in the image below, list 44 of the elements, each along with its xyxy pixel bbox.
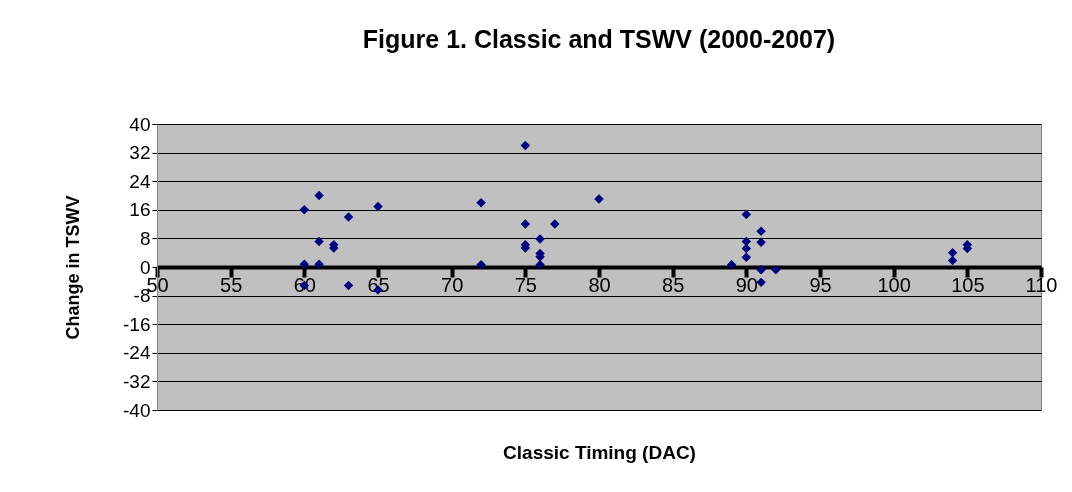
point xyxy=(550,219,560,229)
point xyxy=(520,219,531,229)
x-tick-label: 55 xyxy=(220,273,243,296)
x-tick-label: 110 xyxy=(1025,273,1058,296)
point xyxy=(771,265,781,275)
point xyxy=(314,236,324,247)
x-tick-label: 80 xyxy=(588,273,611,296)
x-tick-label: 85 xyxy=(662,273,685,296)
point xyxy=(741,209,752,220)
point xyxy=(476,197,486,208)
point xyxy=(343,280,354,291)
point xyxy=(299,259,310,269)
x-tick-label: 70 xyxy=(441,273,464,296)
point xyxy=(520,140,531,151)
x-axis-title: Classic Timing (DAC) xyxy=(503,441,696,463)
point xyxy=(741,252,752,263)
point xyxy=(726,260,737,270)
x-tick-label: 100 xyxy=(877,273,911,296)
y-tick-label: 40 xyxy=(129,113,151,135)
point xyxy=(476,260,486,270)
y-tick-label: -24 xyxy=(123,342,151,364)
y-tick-label: -16 xyxy=(123,313,151,335)
x-tick-label: 95 xyxy=(809,273,832,296)
chart-title: Figure 1. Classic and TSWV (2000-2007) xyxy=(362,25,836,53)
y-tick-label: -32 xyxy=(123,370,151,392)
y-tick-label: 16 xyxy=(129,199,151,221)
point xyxy=(947,255,958,266)
x-tick-label: 105 xyxy=(951,273,985,296)
x-tick-label: 90 xyxy=(735,273,758,296)
point xyxy=(947,247,958,258)
point xyxy=(299,205,310,215)
point xyxy=(756,237,766,248)
x-tick-label: 75 xyxy=(514,273,537,296)
point xyxy=(314,190,324,201)
y-tick-label: 24 xyxy=(129,170,151,192)
y-tick-label: 32 xyxy=(129,142,151,164)
y-tick-label: 0 xyxy=(139,256,151,278)
point xyxy=(756,226,766,236)
point xyxy=(373,201,383,212)
y-tick-label: 8 xyxy=(139,227,151,249)
y-tick-label: -40 xyxy=(123,399,151,421)
y-axis-title: Change in TSWV xyxy=(63,195,84,340)
point xyxy=(343,212,354,222)
point xyxy=(756,277,766,288)
